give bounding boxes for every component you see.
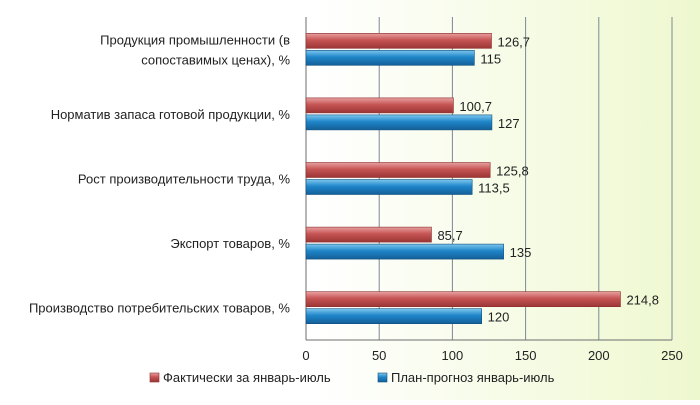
x-tick-label: 250 [661, 348, 683, 363]
data-label: 115 [480, 51, 501, 66]
category-label: Рост производительности труда, % [78, 172, 291, 187]
bar [305, 226, 432, 243]
x-tick-label: 150 [515, 348, 537, 363]
data-label: 127 [498, 116, 520, 131]
legend-label: Фактически за январь-июль [163, 370, 331, 385]
x-axis: 0 50 100 150 200 250 [302, 339, 683, 363]
bar [305, 243, 504, 260]
bar [305, 179, 473, 195]
data-label: 100,7 [459, 99, 492, 114]
category-label: Производство потребительских товаров, % [29, 301, 290, 316]
legend-label: План-прогноз январь-июль [391, 370, 555, 385]
bar [305, 114, 493, 131]
data-label: 113,5 [478, 181, 510, 196]
category-label: Норматив запаса готовой продукции, % [51, 107, 291, 122]
grid [305, 17, 673, 340]
bar [305, 308, 482, 325]
data-label: 135 [510, 245, 532, 260]
x-tick-label: 100 [442, 348, 464, 363]
data-labels: 126,7 115 100,7 127 125,8 113,5 85,7 135 214,8 12… [437, 34, 659, 324]
category-label: Продукция промышленности (в [100, 32, 290, 47]
category-label: Экспорт товаров, % [170, 236, 290, 251]
bar [305, 32, 492, 49]
data-label: 85,7 [437, 228, 462, 243]
bars [305, 32, 621, 325]
bar [305, 291, 621, 308]
legend-swatch [377, 372, 388, 383]
data-label: 214,8 [626, 293, 659, 308]
data-label: 125,8 [496, 164, 529, 179]
legend-swatch [149, 372, 160, 383]
category-label: сопоставимых ценах), % [141, 52, 290, 67]
x-tick-label: 200 [588, 348, 610, 363]
x-tick-label: 0 [302, 348, 309, 363]
bar [305, 49, 475, 66]
bar [305, 97, 454, 114]
legend: Фактически за январь-июль План-прогноз ян… [149, 370, 555, 385]
x-tick-label: 50 [372, 348, 386, 363]
bar [305, 162, 491, 178]
data-label: 120 [488, 310, 510, 325]
data-label: 126,7 [497, 34, 530, 49]
category-labels: Продукция промышленности (в сопоставимых … [29, 32, 290, 315]
